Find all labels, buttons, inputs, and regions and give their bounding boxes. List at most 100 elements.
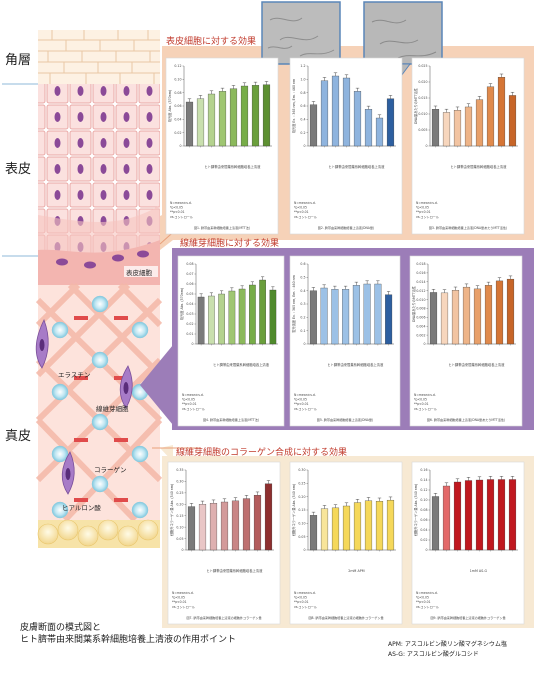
bar [218,293,225,345]
chart-9: 0 0.02 0.04 0.06 0.08 0.10 0.12 0.14 0.16 細胞外コラーゲ… [411,461,525,625]
y-tick-label: 0.15 [298,508,305,512]
chart-footer: 図5. 臍帯由来幹細胞培養上清液(DNA量) [317,417,373,422]
y-tick-label: 0 [179,144,181,148]
chart-footer: 図8. 臍帯由来幹細胞培養上清液の細胞外コラーゲン量 [308,615,383,620]
legend-entry: vs.コントロール [294,215,317,219]
layer-separators [2,83,38,257]
bar [486,479,495,551]
bar [238,288,246,345]
legend-entry: *p<0.05 [416,206,429,210]
y-tick-label: 0.008 [416,307,425,311]
y-axis-label: 吸光度 Abs. (570nm) [167,90,172,122]
bar [208,295,215,345]
bar [464,106,473,147]
legend-entry: *p<0.05 [294,596,307,600]
bar [185,101,194,147]
legend-entry: **p<0.01 [294,600,309,604]
bar [342,505,351,551]
y-tick-label: 0.08 [420,508,427,512]
y-tick-label: 0.8 [300,91,305,95]
y-axis-label: DNA量あたりのMTT活性 [411,285,416,322]
y-tick-label: 0.04 [186,302,193,306]
bar [464,480,473,551]
group-label: ヒト臍帯由来間葉系幹細胞培養上清液 [448,362,505,367]
y-tick-label: 0.2 [300,131,305,135]
legend-entry: N=mean±s.d. [182,393,204,397]
legend-entry: N=mean±s.d. [294,591,316,595]
legend-entry: *p<0.05 [182,398,195,402]
legend-entry: **p<0.01 [170,210,185,214]
y-tick-label: 0.05 [176,537,183,541]
label-collagen: コラーゲン [94,465,127,474]
group-label: ヒト臍帯由来間葉系幹細胞培養上清液 [213,362,270,367]
bar [240,85,249,147]
label-fibroblast: 線維芽細胞 [96,404,129,413]
bar [229,88,238,147]
chart-footer: 図4. 臍帯由来幹細胞培養上清液(MTT法) [203,417,259,422]
legend-entry: N=mean±s.d. [416,591,438,595]
y-tick-label: 0 [425,144,427,148]
label-elastin: エラスチン [58,371,90,379]
y-tick-label: 1.2 [300,64,305,68]
group-label: ヒト臍帯由来間葉系幹細胞培養上清液 [327,362,384,367]
y-tick-label: 0.04 [420,528,427,532]
bar [262,84,271,147]
section-title-epidermal: 表皮細胞に対する効果 [166,35,256,47]
y-tick-label: 0.10 [420,498,427,502]
bar [506,278,515,345]
bar [386,98,395,147]
y-tick-label: 0 [303,548,305,552]
fibroblast-cells [35,318,133,495]
bar [475,99,484,147]
micrograph-1 [261,1,341,65]
legend-entry: *p<0.05 [416,596,429,600]
bar [231,500,240,551]
y-tick-label: 0 [303,144,305,148]
bar [353,502,362,551]
y-axis-label: 吸光度 Abs. (570nm) [179,288,184,320]
bar [342,289,350,345]
chart-5: 0 0.1 0.2 0.3 0.4 0.5 0.6 蛍光強度 Ex. : 365 nm, Em… [289,255,401,427]
bar [495,280,504,345]
micrograph-2 [363,1,443,65]
y-tick-label: 0.05 [298,535,305,539]
legend-entry: N=mean±s.d. [170,201,192,205]
y-tick-label: 0.10 [174,78,181,82]
y-tick-label: 0.010 [416,298,425,302]
bar [462,286,471,345]
chart-footer: 図7. 臍帯由来幹細胞培養上清液の細胞外コラーゲン量 [186,615,261,620]
bar [269,289,277,345]
bar [342,77,351,147]
chart-1: 0 0.02 0.04 0.06 0.08 0.10 0.12 吸光度 Abs. (570nm… [165,57,279,235]
y-tick-label: 0.4 [300,289,305,293]
y-tick-label: 0 [423,342,425,346]
y-tick-label: 0.012 [416,289,425,293]
bar [385,294,393,345]
chart-footer: 図2. 臍帯由来幹細胞培養上清液(DNA量) [318,225,374,230]
y-tick-label: 0.025 [418,64,427,68]
bar [259,279,266,345]
y-tick-label: 0.12 [174,64,181,68]
legend-entry: N=mean±s.d. [294,393,316,397]
chart-footer: 図6. 臍帯由来幹細胞培養上清液(DNA量あたりMTT活性) [427,417,505,422]
bar [220,501,229,551]
bar [218,91,227,147]
legend-entry: vs.コントロール [414,407,437,411]
legend-entry: **p<0.01 [416,210,431,214]
bar [242,498,251,551]
bar [431,109,440,147]
stratum-corneum [38,30,160,84]
bar [442,112,451,147]
y-tick-label: 0.16 [420,468,427,472]
legend-entry: **p<0.01 [172,600,187,604]
legend-entry: vs.コントロール [294,605,317,609]
y-tick-label: 0.10 [176,525,183,529]
subcutaneous-fat [37,519,160,548]
bar [363,283,371,345]
panel-fibroblast-pointer [140,345,173,425]
legend-entry: vs.コントロール [416,215,439,219]
group-label: ヒト臍帯由来間葉系幹細胞培養上清液 [206,568,263,573]
y-tick-label: 0.01 [186,332,193,336]
y-tick-label: 0.25 [176,491,183,495]
